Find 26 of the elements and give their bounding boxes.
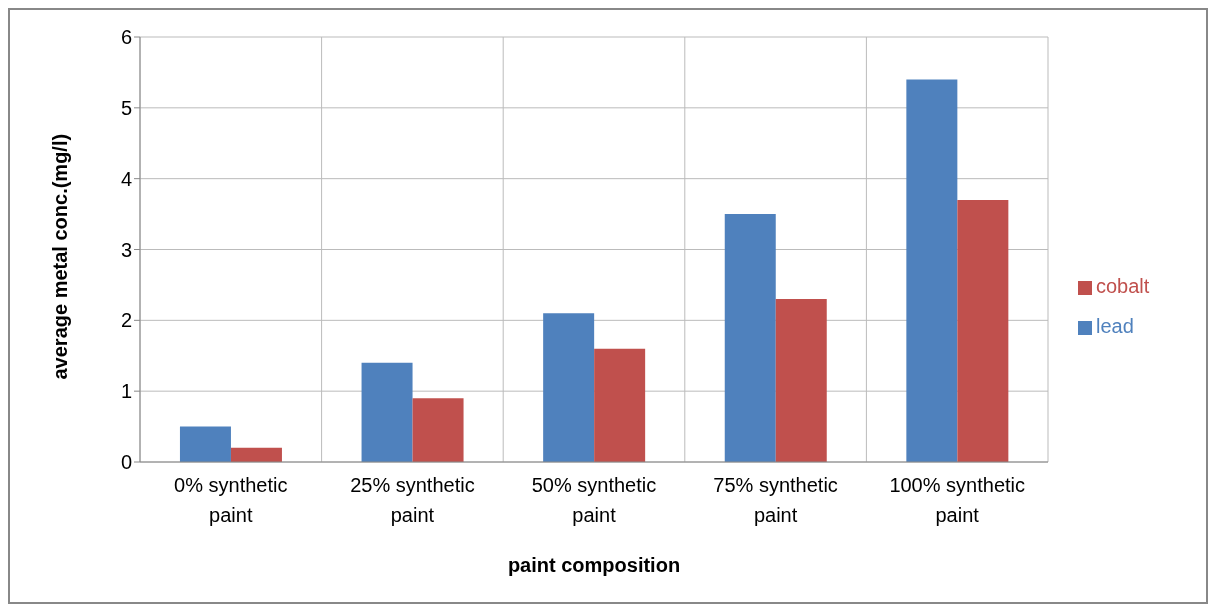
bar: [543, 313, 595, 462]
y-tick-label: 2: [120, 309, 132, 332]
bar: [957, 199, 1009, 462]
y-tick-label: 5: [120, 96, 132, 119]
x-tick-label: 25% synthetic paint: [350, 474, 475, 526]
x-tick-label: 50% synthetic paint: [531, 474, 657, 526]
y-tick-label: 4: [120, 167, 132, 190]
bar: [179, 426, 231, 462]
bar: [412, 398, 464, 462]
y-tick-label: 1: [120, 380, 132, 403]
x-axis-title: paint composition: [507, 554, 681, 576]
bar: [906, 79, 958, 462]
y-tick-label: 3: [120, 238, 132, 261]
y-axis-title: average metal conc.(mg/l): [49, 133, 72, 380]
bar: [724, 214, 776, 462]
legend-label: cobalt: [1096, 275, 1150, 297]
x-tick-label: 75% synthetic paint: [713, 474, 838, 526]
bar: [230, 447, 282, 462]
legend-label: lead: [1096, 315, 1134, 337]
y-tick-label: 6: [120, 26, 132, 49]
bar: [775, 299, 827, 462]
x-tick-label: 100% synthetic paint: [889, 474, 1026, 526]
bar: [361, 362, 413, 462]
bar: [594, 348, 646, 462]
y-tick-label: 0: [120, 451, 132, 474]
x-tick-label: 0% synthetic paint: [174, 474, 288, 526]
